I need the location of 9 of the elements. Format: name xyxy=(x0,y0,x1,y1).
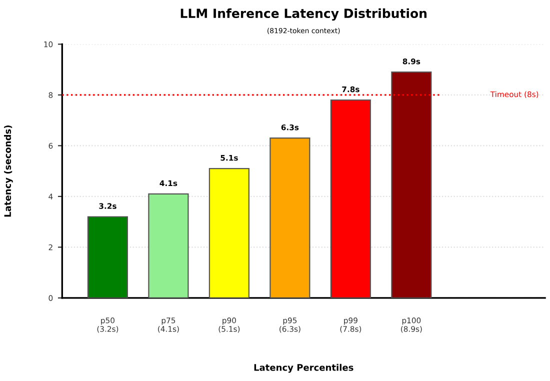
chart-title: LLM Inference Latency Distribution xyxy=(180,8,426,21)
bar xyxy=(87,216,128,298)
bar xyxy=(270,138,310,298)
x-axis-title: Latency Percentiles xyxy=(254,364,354,373)
bar xyxy=(208,168,250,298)
bar xyxy=(330,99,371,298)
bar xyxy=(148,193,189,298)
y-axis-title: Latency (seconds) xyxy=(4,126,13,217)
bar xyxy=(391,72,432,298)
